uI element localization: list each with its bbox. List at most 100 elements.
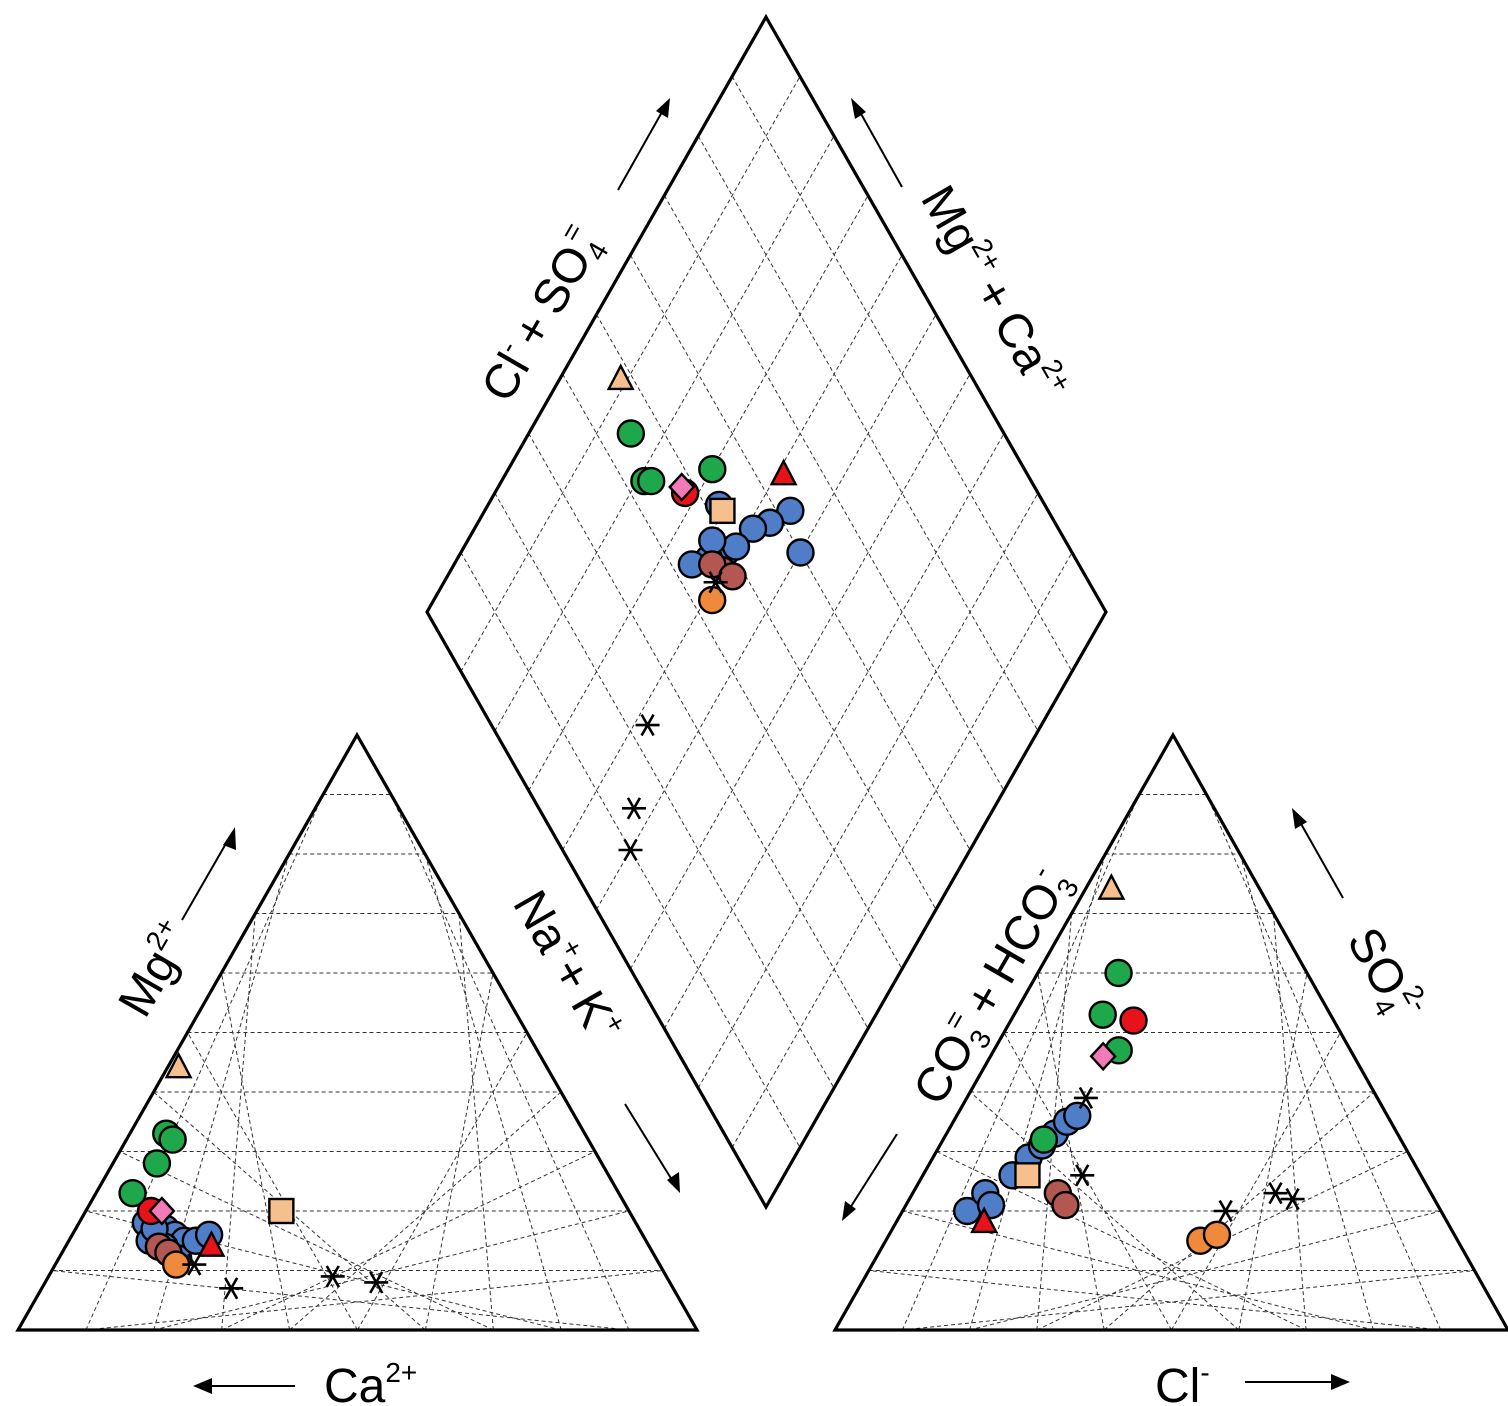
axis-label-mg: Mg2+ [106, 912, 204, 1025]
diamond-point-circle-green-0 [616, 419, 646, 448]
arrows [181, 98, 1350, 1394]
anion-grid-l [1239, 853, 1374, 1331]
diamond-grid-b [494, 135, 835, 732]
diamond-grid-b [663, 433, 1005, 1029]
cation-grid-l [221, 1151, 596, 1331]
cation-point-star-black-2 [364, 1271, 389, 1294]
anion-grid-l [902, 1270, 1475, 1331]
anion-point-triangle-red-0 [970, 1206, 999, 1234]
diamond-grid-a [596, 314, 937, 910]
diamond-grid-a [528, 433, 869, 1029]
diamond-point-star-black-0 [635, 713, 660, 737]
diamond-grid-a [494, 492, 835, 1089]
anion-grid-l [1171, 1032, 1341, 1331]
diamond-field [425, 13, 1108, 1211]
arrow-mg [181, 827, 236, 921]
anion-point-circle-blue-8 [1063, 1101, 1092, 1131]
cation-grid-r [153, 853, 290, 1331]
points-layer [118, 363, 1305, 1300]
diamond-point-circle-blue-9 [786, 538, 815, 567]
anion-grid-l [1206, 794, 1442, 1331]
anion-point-triangle-peach-0 [1097, 873, 1126, 900]
anion-point-circle-green-3 [1029, 1125, 1059, 1154]
diamond-point-circle-blue-2 [738, 514, 768, 543]
cation-grid-l [357, 1032, 528, 1331]
axis-label-cl: Cl- [1155, 1357, 1210, 1406]
diamond-grid-a [697, 135, 1039, 732]
cation-grid-l [153, 1210, 630, 1331]
diamond-point-star-black-1 [621, 797, 646, 820]
cation-grid-r [51, 1270, 630, 1331]
cation-point-triangle-peach-0 [164, 1051, 193, 1079]
anion-point-circle-green-0 [1104, 958, 1133, 988]
cation-grid-r [119, 1151, 494, 1331]
anion-triangle [832, 731, 1508, 1332]
anion-grid-r [868, 1270, 1441, 1331]
anion-point-diamond-pink-0 [1089, 1041, 1117, 1072]
diamond-point-star-black-2 [618, 838, 643, 862]
cation-point-star-black-3 [182, 1253, 207, 1276]
cation-grid-l [424, 853, 562, 1331]
cation-point-circle-green-1 [158, 1125, 187, 1154]
diamond-point-triangle-red-0 [769, 458, 798, 486]
arrow-cl-so4 [617, 98, 670, 191]
diamond-grid-b [528, 195, 869, 791]
diamond-grid-a [663, 195, 1005, 791]
diamond-point-square-peach-0 [709, 497, 736, 525]
diamond-point-circle-green-2 [636, 466, 666, 496]
diamond-point-circle-green-3 [698, 455, 727, 484]
anion-point-star-black-0 [1213, 1199, 1238, 1223]
anion-grid-r [969, 853, 1106, 1331]
frame-layer [15, 13, 1508, 1332]
axis-label-so4: SO42- [1332, 917, 1435, 1033]
diamond-point-circle-brown-2 [718, 562, 747, 591]
arrow-so4 [1292, 808, 1344, 899]
arrow-na-k [624, 1103, 680, 1193]
cation-grid-l [85, 1270, 664, 1331]
anion-point-star-black-3 [1073, 1086, 1098, 1110]
cation-point-square-peach-0 [268, 1197, 295, 1225]
diamond-grid-b [562, 254, 903, 851]
diamond-grid-b [697, 492, 1039, 1089]
axis-label-co3-hco3: CO3=+HCO3- [899, 857, 1085, 1116]
anion-point-circle-green-1 [1088, 1000, 1117, 1029]
diamond-point-diamond-pink-0 [668, 472, 696, 502]
diamond-point-circle-blue-7 [698, 526, 727, 555]
diamond-point-triangle-peach-0 [606, 363, 635, 391]
cation-grid-r [220, 972, 291, 1331]
diamond-grid-a [562, 373, 903, 970]
arrow-mg-ca [851, 98, 903, 188]
arrow-co3-hco3 [842, 1133, 898, 1221]
diamond-grid-b [731, 552, 1073, 1148]
arrow-cl [1245, 1374, 1350, 1390]
diamond-point-circle-blue-6 [721, 532, 751, 561]
cation-grid-l [424, 972, 494, 1331]
grid-layer [51, 76, 1475, 1331]
anion-grid-r [902, 1210, 1374, 1331]
cation-point-circle-green-3 [118, 1178, 147, 1208]
anion-grid-r [1003, 1032, 1172, 1331]
anion-point-circle-orange-1 [1202, 1220, 1232, 1250]
axis-label-mg-ca: Mg2++Ca2+ [910, 176, 1077, 410]
anion-point-square-peach-0 [1014, 1162, 1041, 1189]
anion-point-circle-red-0 [1119, 1006, 1148, 1035]
anion-grid-r [1037, 972, 1105, 1331]
cation-point-star-black-0 [219, 1277, 244, 1300]
diamond-grid-b [596, 314, 937, 910]
axis-label-ca: Ca2+ [324, 1357, 417, 1406]
anion-grid-r [936, 1151, 1307, 1331]
diamond-grid-b [460, 76, 801, 672]
cation-grid-r [153, 1091, 426, 1331]
cation-point-circle-green-2 [142, 1149, 172, 1178]
cation-point-diamond-pink-0 [148, 1196, 176, 1226]
diamond-grid-a [460, 552, 801, 1148]
anion-point-star-black-2 [1280, 1188, 1305, 1211]
cation-grid-r [187, 1032, 358, 1331]
anion-point-star-black-1 [1263, 1182, 1288, 1205]
anion-point-circle-brown-1 [1051, 1190, 1080, 1220]
diamond-grid-a [629, 254, 971, 851]
cation-triangle [15, 731, 700, 1332]
anion-grid-l [1238, 972, 1308, 1331]
cation-point-triangle-red-0 [197, 1230, 226, 1257]
